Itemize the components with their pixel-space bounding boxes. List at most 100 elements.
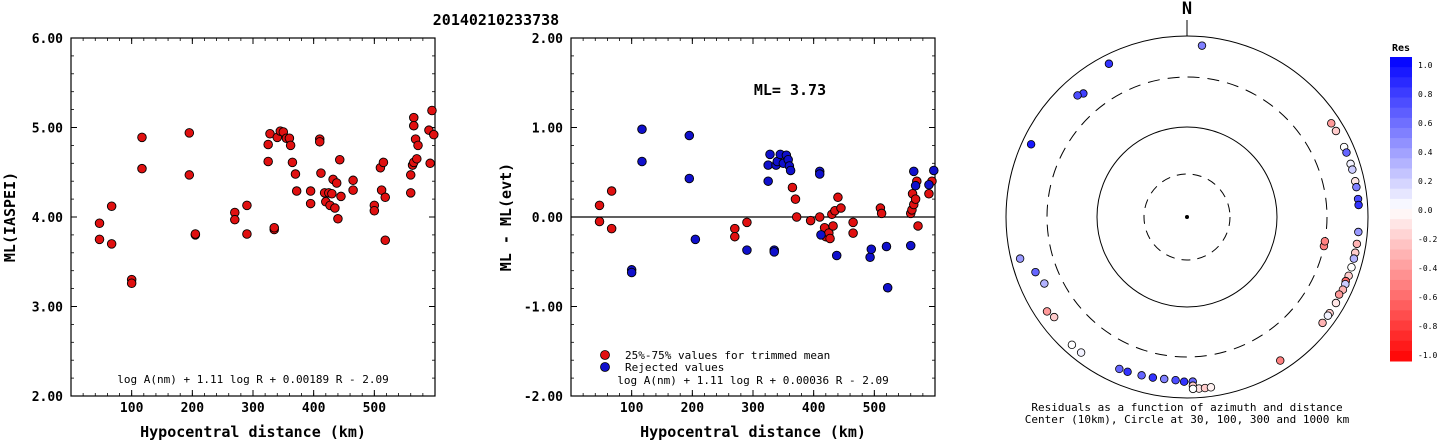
data-point-blue xyxy=(684,173,695,184)
data-point xyxy=(412,154,422,164)
data-point-red xyxy=(787,182,798,193)
x-tick-label: 400 xyxy=(302,401,326,416)
colorbar-block xyxy=(1390,259,1412,271)
y-tick-label: 5.00 xyxy=(32,122,63,137)
residual-point xyxy=(1067,340,1077,350)
colorbar-block xyxy=(1390,300,1412,311)
north-label: N xyxy=(1182,0,1192,19)
ring-100km xyxy=(1096,126,1278,308)
colorbar-block xyxy=(1390,57,1412,68)
data-point xyxy=(380,192,391,203)
x-tick-label: 100 xyxy=(120,401,144,416)
colorbar-tick-label: 0.6 xyxy=(1418,119,1433,128)
residual-colorbar: Res 1.0 0.8 0.6 0.4 0.2 0.0 -0.2 -0.4 -0.6 -0.8 -1… xyxy=(1390,43,1437,362)
data-point xyxy=(126,278,137,288)
colorbar-block xyxy=(1390,148,1412,159)
residual-point xyxy=(1320,237,1330,246)
colorbar-block xyxy=(1390,350,1412,362)
data-point-red xyxy=(730,231,740,242)
data-point xyxy=(316,168,326,178)
residual-point xyxy=(1331,298,1341,308)
residual-point xyxy=(1031,267,1040,277)
residual-point xyxy=(1347,263,1356,272)
data-point xyxy=(184,128,195,138)
data-point xyxy=(413,140,423,151)
residual-point xyxy=(1276,356,1285,365)
data-point-red xyxy=(913,221,923,231)
data-point-blue xyxy=(924,180,934,190)
data-point-blue xyxy=(882,282,893,293)
data-point-blue xyxy=(910,180,921,191)
data-point xyxy=(330,203,340,213)
colorbar-tick-label: -0.6 xyxy=(1418,293,1437,302)
residual-point xyxy=(1049,312,1059,322)
y-axis-label: ML - ML(evt) xyxy=(497,163,515,271)
data-point-blue xyxy=(763,160,773,170)
data-point-red xyxy=(790,194,801,204)
y-tick-label: 2.00 xyxy=(32,390,63,405)
colorbar-block xyxy=(1390,209,1412,220)
residual-point xyxy=(1352,239,1362,249)
data-point xyxy=(137,132,147,143)
data-point-red xyxy=(825,233,835,244)
data-point xyxy=(263,156,273,167)
colorbar-block xyxy=(1390,107,1412,119)
data-point-blue xyxy=(865,252,875,263)
residual-point xyxy=(1115,364,1124,374)
data-point xyxy=(291,186,302,196)
data-point-red xyxy=(805,215,816,226)
colorbar-block xyxy=(1390,158,1412,169)
data-point xyxy=(137,163,147,174)
data-point-blue xyxy=(881,241,892,252)
data-point xyxy=(348,185,358,195)
legend-label-blue: Rejected values xyxy=(625,361,724,374)
colorbar-title: Res xyxy=(1392,43,1410,54)
colorbar-block xyxy=(1390,279,1412,291)
data-point-blue xyxy=(637,156,647,167)
colorbar-block xyxy=(1390,219,1412,230)
residual-point xyxy=(1348,165,1357,174)
residual-point xyxy=(1342,148,1351,157)
residual-point xyxy=(1352,182,1361,192)
data-point xyxy=(106,201,117,212)
caption-line-2: Center (10km), Circle at 30, 100, 300 an… xyxy=(1025,413,1350,426)
colorbar-block xyxy=(1390,320,1412,332)
colorbar-block xyxy=(1390,127,1412,139)
residual-point xyxy=(1334,290,1344,299)
x-tick-label: 100 xyxy=(620,401,644,416)
data-point-red xyxy=(924,188,934,199)
data-point-blue xyxy=(816,230,826,240)
residual-point xyxy=(1318,318,1327,328)
data-point-red xyxy=(594,216,605,227)
colorbar-block xyxy=(1390,290,1412,301)
y-tick-label: 4.00 xyxy=(32,211,63,226)
data-point-red xyxy=(594,200,605,211)
residual-point xyxy=(1073,91,1082,100)
data-point xyxy=(427,105,437,116)
ml-annotation: ML= 3.73 xyxy=(754,81,826,99)
azimuth-residual-plot: N Residuals as a function of azimuth and… xyxy=(1005,0,1369,426)
legend-marker-blue xyxy=(600,362,610,372)
data-point-blue xyxy=(905,240,916,251)
data-point-red xyxy=(814,212,825,222)
residual-point xyxy=(1206,383,1216,392)
residual-point xyxy=(1137,371,1146,380)
colorbar-block xyxy=(1390,117,1412,129)
data-point-red xyxy=(836,203,846,213)
y-tick-label: 0.00 xyxy=(532,211,563,226)
colorbar-block xyxy=(1390,168,1412,180)
data-point xyxy=(305,198,316,209)
data-point-blue xyxy=(765,149,775,160)
data-point xyxy=(269,222,279,233)
x-tick-label: 200 xyxy=(181,401,205,416)
y-tick-label: 3.00 xyxy=(32,301,63,316)
data-point xyxy=(263,139,273,150)
colorbar-block xyxy=(1390,229,1412,240)
data-point xyxy=(333,214,343,224)
colorbar-block xyxy=(1390,249,1412,261)
formula-text: log A(nm) + 1.11 log R + 0.00036 R - 2.0… xyxy=(617,374,889,387)
residual-point xyxy=(1349,254,1359,263)
data-point xyxy=(348,175,358,186)
data-point xyxy=(305,186,316,196)
